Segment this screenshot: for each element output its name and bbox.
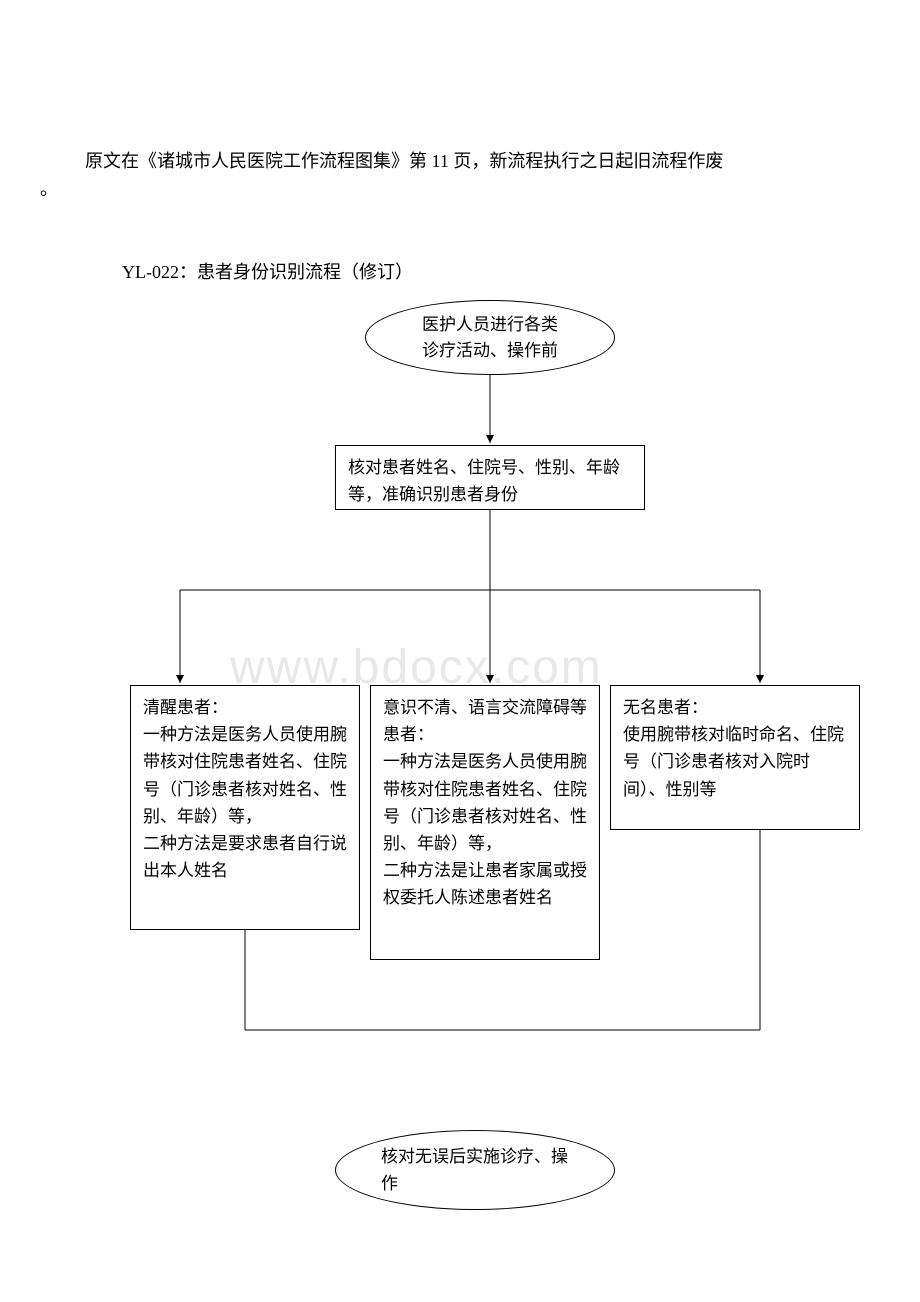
header-note: 原文在《诸城市人民医院工作流程图集》第 11 页，新流程执行之日起旧流程作废	[85, 145, 875, 177]
node-branch-left-text: 清醒患者：一种方法是医务人员使用腕带核对住院患者姓名、住院号（门诊患者核对姓名、…	[143, 698, 347, 880]
header-note-continuation: 。	[40, 175, 58, 201]
node-branch-right-text: 无名患者：使用腕带核对临时命名、住院号（门诊患者核对入院时间）、性别等	[623, 698, 844, 799]
node-verify-text: 核对患者姓名、住院号、性别、年龄等，准确识别患者身份	[348, 458, 620, 504]
node-branch-left: 清醒患者：一种方法是医务人员使用腕带核对住院患者姓名、住院号（门诊患者核对姓名、…	[130, 685, 360, 930]
node-start-text: 医护人员进行各类诊疗活动、操作前	[422, 312, 558, 363]
node-start: 医护人员进行各类诊疗活动、操作前	[365, 300, 615, 375]
node-verify: 核对患者姓名、住院号、性别、年龄等，准确识别患者身份	[335, 445, 645, 510]
node-end-text: 核对无误后实施诊疗、操作	[381, 1143, 569, 1197]
node-branch-right: 无名患者：使用腕带核对临时命名、住院号（门诊患者核对入院时间）、性别等	[610, 685, 860, 830]
node-branch-middle: 意识不清、语言交流障碍等患者：一种方法是医务人员使用腕带核对住院患者姓名、住院号…	[370, 685, 600, 960]
node-branch-middle-text: 意识不清、语言交流障碍等患者：一种方法是医务人员使用腕带核对住院患者姓名、住院号…	[383, 698, 587, 907]
node-end: 核对无误后实施诊疗、操作	[335, 1130, 615, 1210]
flowchart-title: YL-022：患者身份识别流程（修订）	[122, 258, 413, 284]
